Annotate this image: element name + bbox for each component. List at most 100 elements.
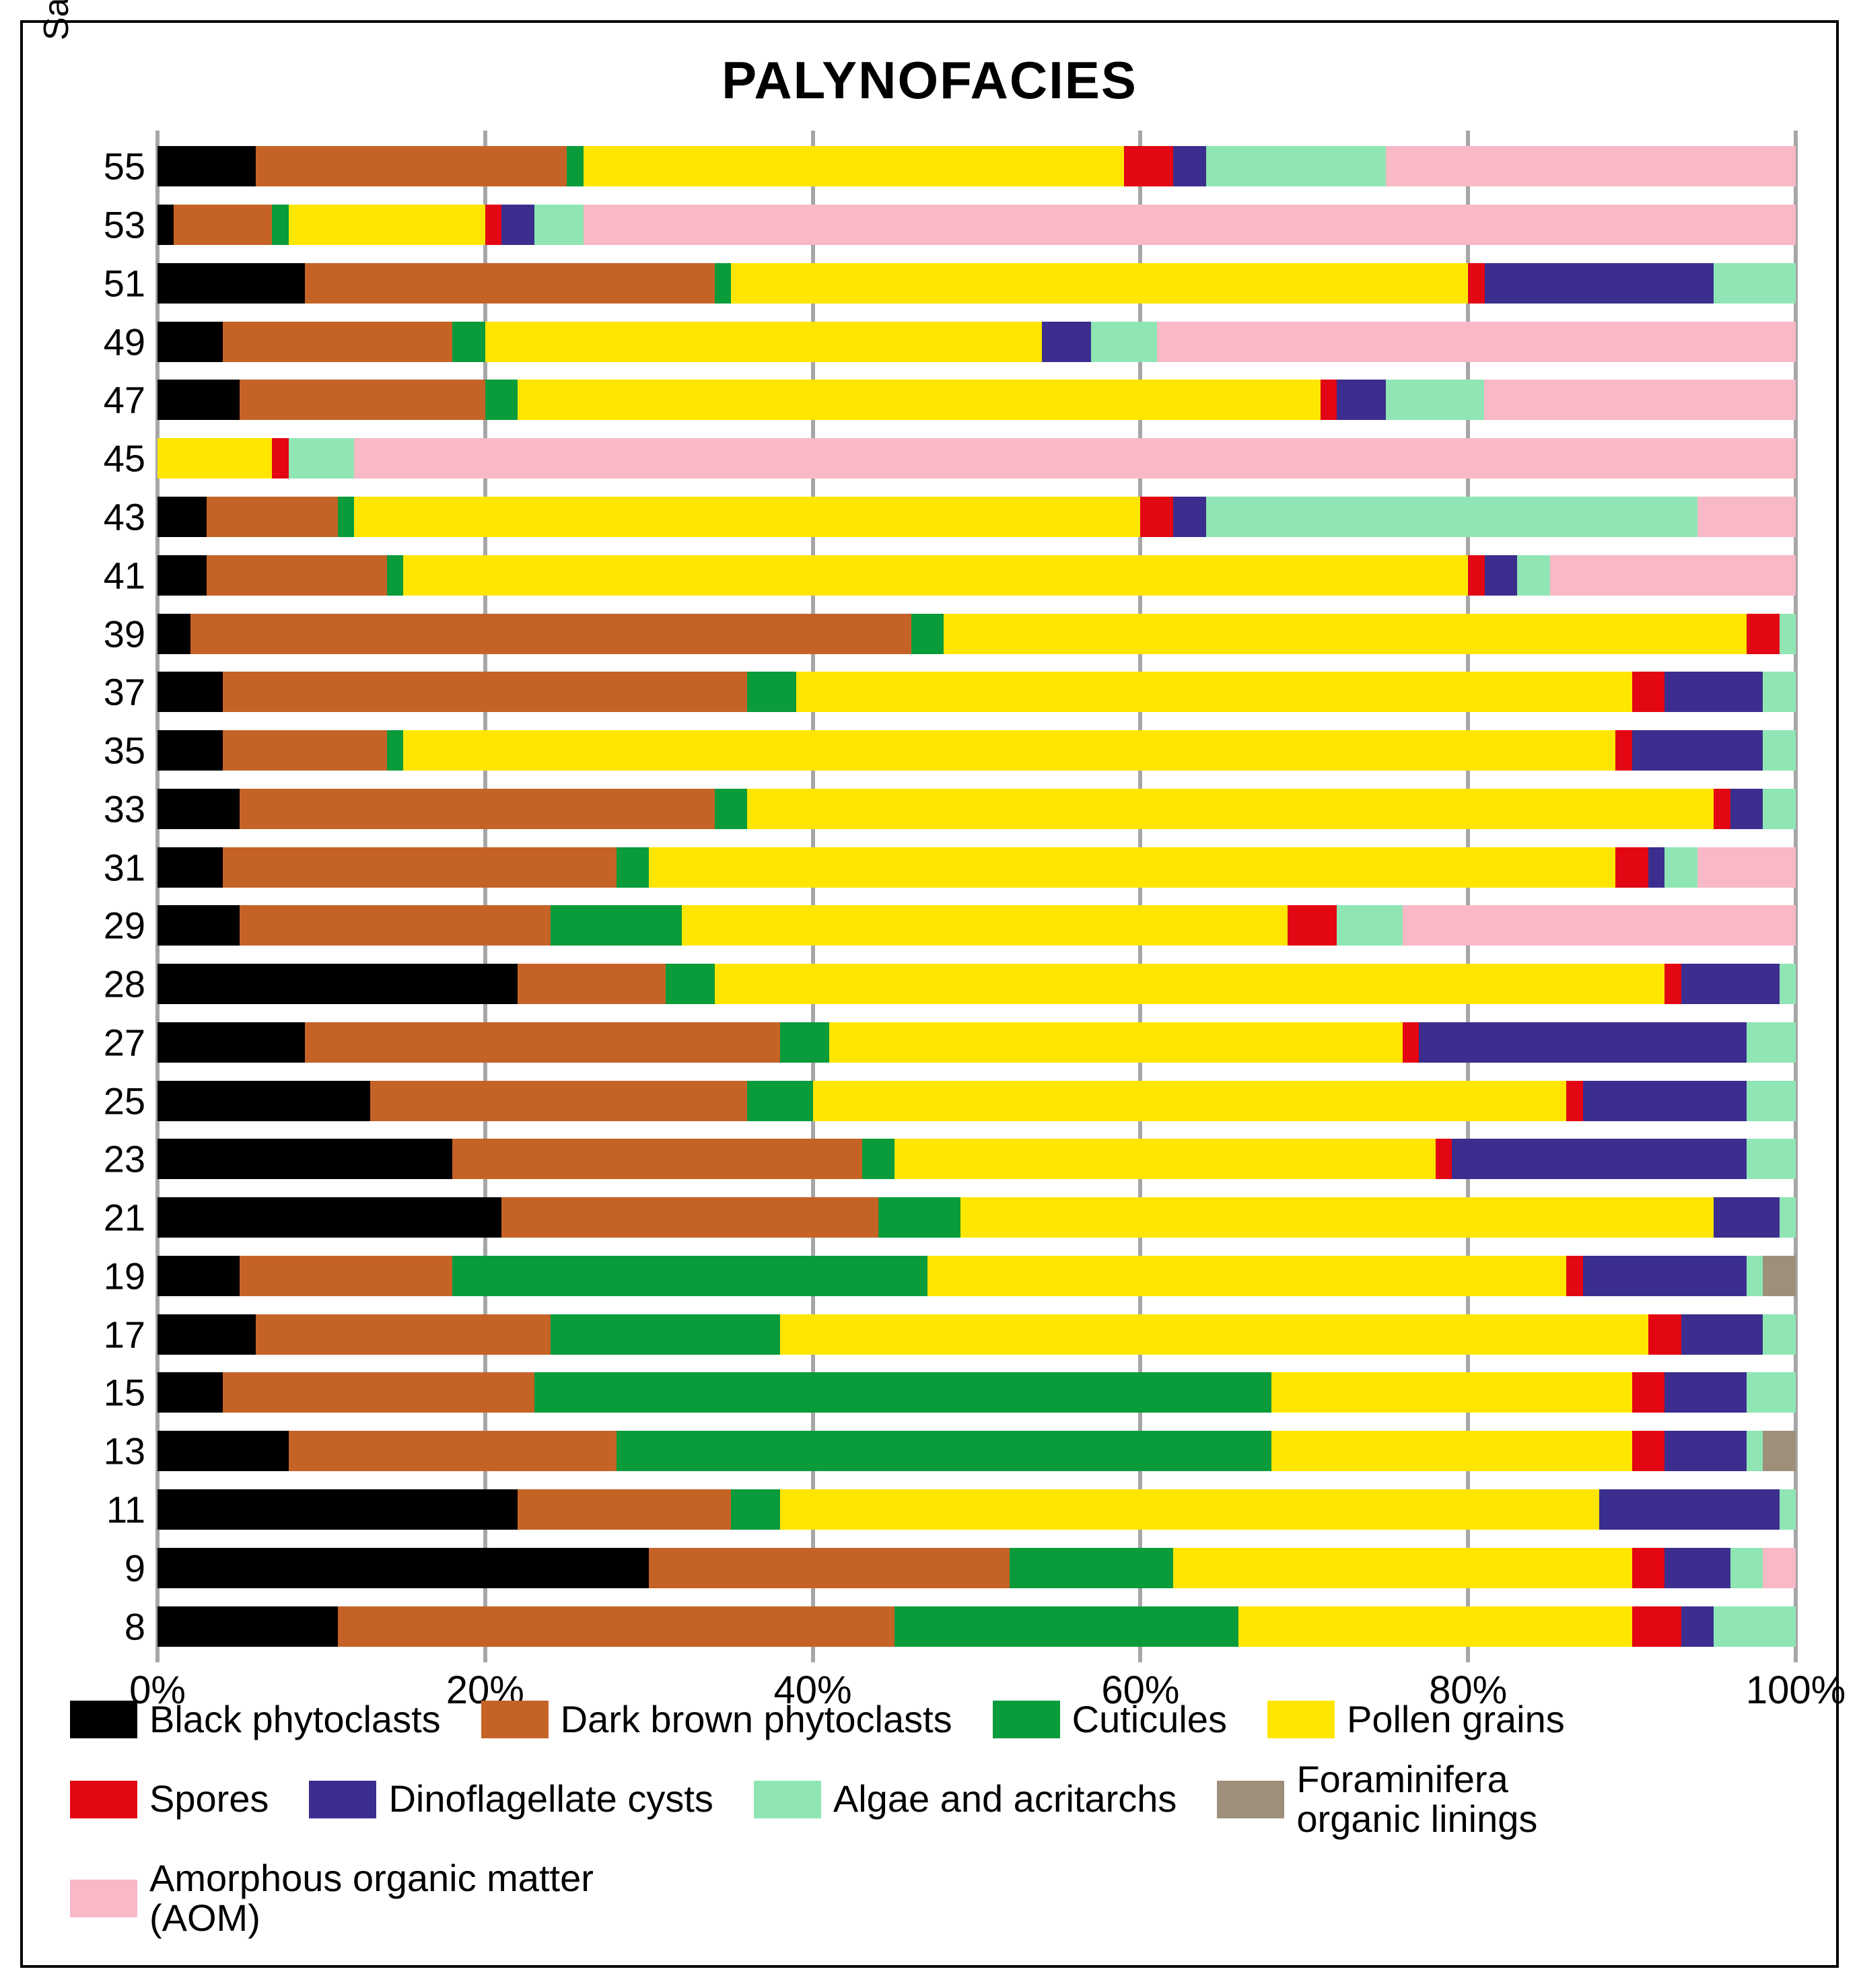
chart-title: PALYNOFACIES (23, 50, 1836, 111)
bar-segment-dino (1173, 497, 1206, 537)
bar-segment-algae (1337, 905, 1402, 946)
bar-segment-cuticules (878, 1197, 960, 1238)
bar-segment-dino (1714, 1197, 1779, 1238)
bar-segment-spores (1468, 555, 1484, 596)
bar-segment-pollen (289, 205, 485, 245)
sample-label: 27 (104, 1020, 145, 1064)
bar-segment-aom (1550, 555, 1796, 596)
bar-segment-black_phyto (157, 1489, 518, 1530)
bar-row: 41 (157, 555, 1796, 596)
bar-segment-black_phyto (157, 497, 207, 537)
bars-container: 5553514947454341393735333129282725232119… (157, 137, 1796, 1656)
sample-label: 49 (104, 320, 145, 363)
bar-segment-pollen (1271, 1431, 1632, 1471)
bar-segment-cuticules (551, 905, 682, 946)
bar-segment-brown_phyto (174, 205, 272, 245)
bar-segment-dino (501, 205, 534, 245)
bar-row: 31 (157, 847, 1796, 888)
legend-item-algae: Algae and acritarchs (754, 1779, 1177, 1819)
bar-segment-spores (1747, 614, 1780, 654)
bar-segment-algae (289, 438, 354, 478)
bar-row: 25 (157, 1081, 1796, 1121)
bar-segment-pollen (731, 263, 1468, 304)
bar-segment-black_phyto (157, 263, 305, 304)
bar-segment-black_phyto (157, 672, 223, 712)
bar-segment-dino (1664, 1548, 1730, 1588)
bar-row: 17 (157, 1314, 1796, 1355)
sample-label: 35 (104, 729, 145, 773)
bar-segment-algae (1763, 672, 1796, 712)
bar-segment-algae (1747, 1256, 1763, 1296)
legend-item-aom: Amorphous organic matter(AOM) (70, 1859, 594, 1938)
legend-swatch (1267, 1701, 1335, 1738)
bar-row: 49 (157, 322, 1796, 362)
bar-segment-algae (1714, 263, 1796, 304)
bar-segment-black_phyto (157, 1022, 305, 1063)
sample-label: 29 (104, 904, 145, 948)
bar-row: 29 (157, 905, 1796, 946)
bar-segment-cuticules (862, 1139, 895, 1179)
bar-segment-cuticules (715, 263, 731, 304)
bar-segment-spores (1566, 1081, 1582, 1121)
bar-segment-algae (1747, 1139, 1796, 1179)
bar-segment-pollen (944, 614, 1747, 654)
bar-segment-pollen (157, 438, 272, 478)
sample-label: 8 (125, 1604, 145, 1648)
bar-segment-pollen (715, 964, 1665, 1004)
sample-label: 15 (104, 1371, 145, 1415)
legend-label: Spores (149, 1779, 269, 1819)
bar-segment-aom (1403, 905, 1796, 946)
bar-segment-cuticules (617, 1431, 1272, 1471)
bar-segment-algae (1763, 1314, 1796, 1355)
legend-item-foram: Foraminiferaorganic linings (1217, 1760, 1537, 1839)
bar-segment-spores (1632, 1372, 1665, 1413)
bar-segment-pollen (796, 672, 1632, 712)
bar-segment-black_phyto (157, 380, 240, 420)
legend-label: Cuticules (1072, 1700, 1227, 1740)
bar-segment-brown_phyto (305, 263, 715, 304)
bar-row: 23 (157, 1139, 1796, 1179)
bar-segment-pollen (747, 789, 1714, 829)
bar-segment-spores (1632, 1431, 1665, 1471)
bar-segment-spores (1714, 789, 1730, 829)
bar-row: 13 (157, 1431, 1796, 1471)
bar-segment-brown_phyto (256, 1314, 551, 1355)
bar-row: 28 (157, 964, 1796, 1004)
chart-area: 0%20%40%60%80%100% 555351494745434139373… (157, 137, 1796, 1656)
bar-segment-pollen (780, 1314, 1648, 1355)
bar-segment-pollen (518, 380, 1321, 420)
bar-segment-dino (1583, 1256, 1747, 1296)
sample-label: 43 (104, 495, 145, 538)
bar-segment-aom (1697, 497, 1796, 537)
bar-segment-spores (1288, 905, 1337, 946)
bar-segment-foram (1763, 1431, 1796, 1471)
y-axis-label: Sample (36, 0, 77, 40)
bar-segment-black_phyto (157, 1606, 338, 1647)
bar-segment-brown_phyto (240, 905, 551, 946)
bar-segment-algae (1730, 1548, 1763, 1588)
sample-label: 9 (125, 1546, 145, 1590)
bar-segment-brown_phyto (338, 1606, 895, 1647)
legend-label: Algae and acritarchs (833, 1779, 1177, 1819)
sample-label: 17 (104, 1312, 145, 1356)
bar-segment-pollen (682, 905, 1288, 946)
bar-segment-cuticules (567, 146, 583, 186)
legend-swatch (993, 1701, 1060, 1738)
bar-segment-black_phyto (157, 1314, 256, 1355)
bar-segment-algae (1206, 146, 1387, 186)
bar-segment-algae (1664, 847, 1697, 888)
bar-segment-pollen (927, 1256, 1566, 1296)
bar-segment-spores (1632, 672, 1665, 712)
sample-label: 28 (104, 962, 145, 1006)
bar-segment-pollen (584, 146, 1124, 186)
bar-segment-dino (1583, 1081, 1747, 1121)
bar-segment-spores (272, 438, 288, 478)
sample-label: 45 (104, 437, 145, 481)
bar-segment-dino (1485, 263, 1714, 304)
bar-segment-pollen (1238, 1606, 1632, 1647)
bar-segment-pollen (960, 1197, 1714, 1238)
bar-row: 15 (157, 1372, 1796, 1413)
bar-segment-cuticules (780, 1022, 829, 1063)
bar-segment-pollen (403, 555, 1468, 596)
sample-label: 39 (104, 612, 145, 655)
